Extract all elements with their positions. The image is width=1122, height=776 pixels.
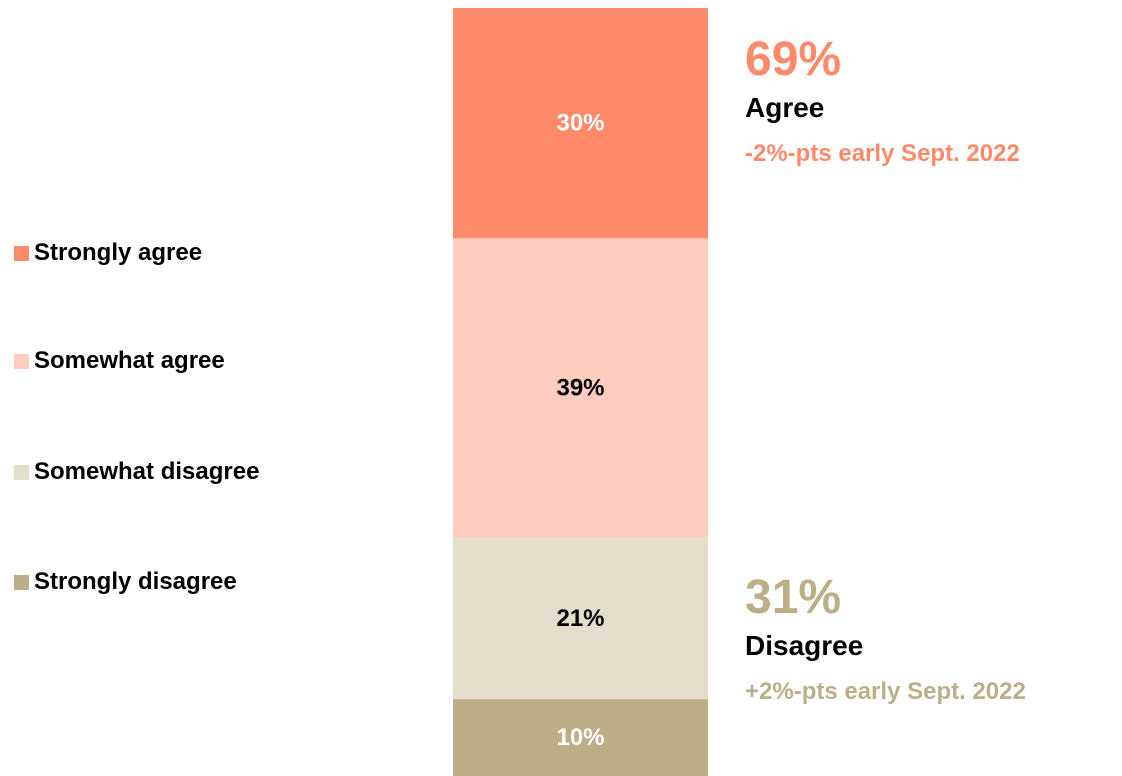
agree-total-percent: 69% xyxy=(745,33,842,86)
bar-segment-somewhat-disagree xyxy=(453,537,708,700)
legend-item-strongly-disagree: Strongly disagree xyxy=(14,568,237,595)
disagree-summary: 31% Disagree +2%-pts early Sept. 2022 xyxy=(745,574,1026,706)
legend-label: Somewhat agree xyxy=(34,347,225,374)
bar-segment-strongly-disagree xyxy=(453,699,708,776)
data-label-strongly-agree: 30% xyxy=(556,110,604,137)
data-label-strongly-disagree: 10% xyxy=(556,724,604,751)
legend-label: Strongly agree xyxy=(34,239,203,266)
legend-swatch-strongly-disagree xyxy=(14,574,29,590)
disagree-total-percent: 31% xyxy=(745,571,842,624)
bar-segment-strongly-agree xyxy=(453,8,708,239)
legend-item-somewhat-agree: Somewhat agree xyxy=(14,347,225,374)
agree-summary: 69% Agree -2%-pts early Sept. 2022 xyxy=(745,36,1020,168)
disagree-label: Disagree xyxy=(745,630,864,661)
legend-swatch-strongly-agree xyxy=(14,245,29,261)
legend-item-strongly-agree: Strongly agree xyxy=(14,239,203,266)
disagree-change-note: +2%-pts early Sept. 2022 xyxy=(745,678,1026,705)
agree-label: Agree xyxy=(745,92,825,123)
data-label-somewhat-agree: 39% xyxy=(556,375,604,402)
legend-label: Somewhat disagree xyxy=(34,458,260,485)
legend-swatch-somewhat-disagree xyxy=(14,464,29,480)
data-label-somewhat-disagree: 21% xyxy=(556,605,604,632)
agree-change-note: -2%-pts early Sept. 2022 xyxy=(745,140,1020,167)
legend-swatch-somewhat-agree xyxy=(14,353,29,369)
legend-label: Strongly disagree xyxy=(34,568,237,595)
legend-item-somewhat-disagree: Somewhat disagree xyxy=(14,458,260,485)
bar-segment-somewhat-agree xyxy=(453,238,708,538)
